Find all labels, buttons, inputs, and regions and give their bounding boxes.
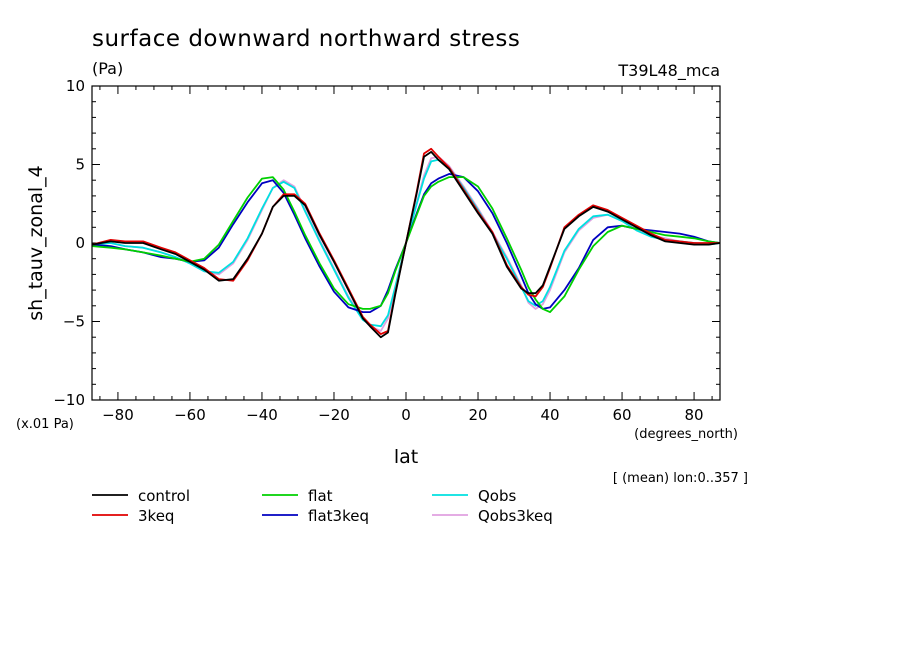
legend-label-3keq: 3keq: [138, 507, 174, 525]
series-lines: [91, 147, 721, 339]
x-tick-label: 20: [468, 406, 487, 424]
x-tick-label: 60: [613, 406, 632, 424]
plot-frame: [91, 85, 721, 401]
y-scale-note: (x.01 Pa): [16, 417, 74, 432]
mean-note: [ (mean) lon:0..357 ]: [613, 471, 748, 486]
x-tick-label: −20: [318, 406, 350, 424]
x-tick-label: 80: [685, 406, 704, 424]
x-tick-label: −40: [246, 406, 278, 424]
legend-label-flat: flat: [308, 487, 333, 505]
series-line-qobs: [91, 158, 721, 328]
legend-label-control: control: [138, 487, 190, 505]
y-tick-label: −5: [63, 313, 85, 331]
y-axis-label: sh_tauv_zonal_4: [25, 165, 47, 320]
y-tick-label: 5: [75, 156, 85, 174]
axis-ticks: [92, 85, 720, 401]
y-tick-label: 10: [66, 77, 85, 95]
y-tick-label: 0: [75, 234, 85, 252]
series-line-flat: [91, 176, 721, 314]
x-tick-label: −80: [102, 406, 134, 424]
legend-label-flat3keq: flat3keq: [308, 507, 369, 525]
model-label: T39L48_mca: [617, 61, 720, 81]
legend: control 3keq flat flat3keq Qobs Qobs3keq: [92, 487, 553, 525]
x-tick-label: 40: [540, 406, 559, 424]
series-line-control: [91, 150, 721, 339]
y-tick-label: −10: [53, 391, 85, 409]
x-axis-label: lat: [394, 446, 418, 468]
x-tick-label: 0: [401, 406, 411, 424]
legend-label-qobs3keq: Qobs3keq: [478, 507, 553, 525]
chart-units: (Pa): [92, 59, 123, 78]
chart-title: surface downward northward stress: [92, 26, 520, 52]
x-units-label: (degrees_north): [634, 427, 738, 442]
x-tick-label: −60: [174, 406, 206, 424]
legend-label-qobs: Qobs: [478, 487, 517, 505]
tick-labels: −80 −60 −40 −20 0 20 40 60 80 −10 −5 0 5 10: [53, 77, 703, 424]
